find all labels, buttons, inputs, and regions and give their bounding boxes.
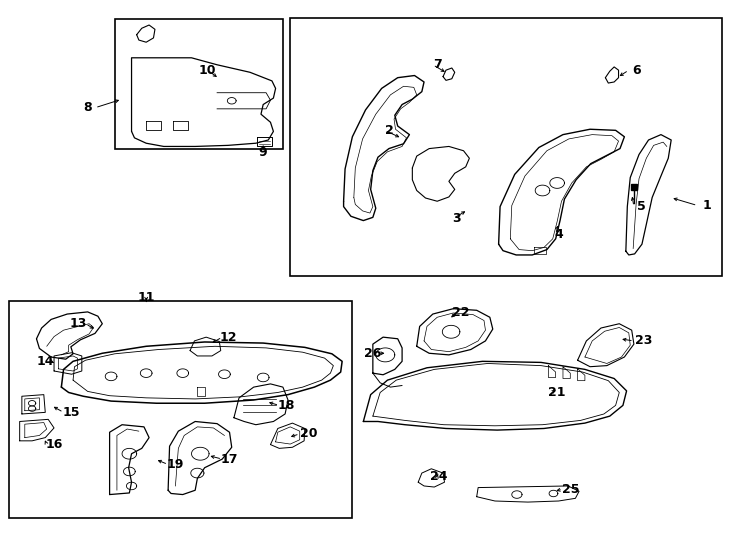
Text: 19: 19 — [167, 458, 184, 471]
Text: 5: 5 — [637, 200, 646, 213]
Text: 3: 3 — [452, 212, 460, 225]
Bar — [115, 18, 283, 149]
Bar — [290, 17, 722, 276]
Text: 2: 2 — [385, 124, 393, 137]
Text: 22: 22 — [452, 307, 469, 320]
Text: 25: 25 — [562, 483, 579, 496]
Text: 8: 8 — [84, 102, 92, 114]
Bar — [9, 301, 352, 518]
Text: 7: 7 — [433, 58, 442, 71]
Text: 20: 20 — [299, 427, 317, 440]
Text: 4: 4 — [554, 228, 563, 241]
Text: 14: 14 — [37, 355, 54, 368]
Text: 13: 13 — [70, 317, 87, 330]
Text: 24: 24 — [430, 470, 448, 483]
Text: 1: 1 — [702, 199, 711, 212]
Text: 9: 9 — [259, 146, 267, 159]
Text: 18: 18 — [278, 399, 295, 412]
Text: 10: 10 — [199, 64, 217, 77]
Text: 11: 11 — [137, 292, 155, 305]
Text: 12: 12 — [219, 330, 237, 343]
Text: 17: 17 — [221, 453, 239, 465]
Text: 21: 21 — [548, 386, 566, 399]
Text: 23: 23 — [635, 334, 652, 347]
Text: 6: 6 — [632, 64, 640, 77]
Text: 26: 26 — [364, 347, 382, 360]
Text: 15: 15 — [62, 406, 79, 419]
Text: 16: 16 — [46, 438, 62, 451]
